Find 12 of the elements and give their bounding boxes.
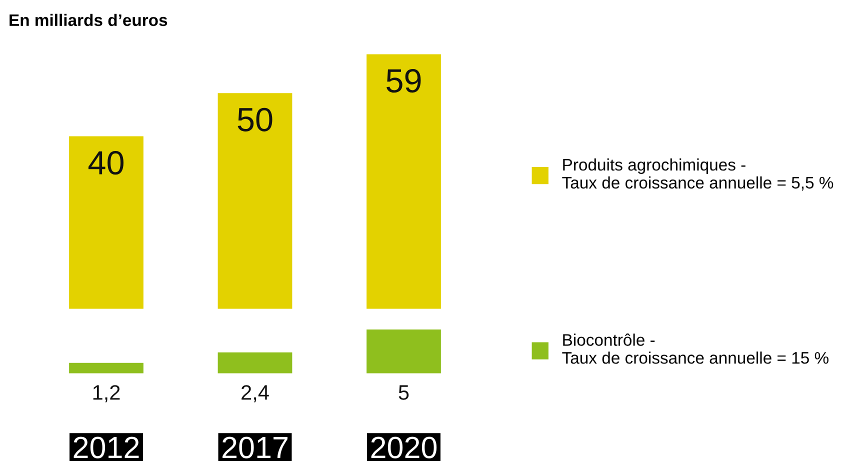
data-label: 5 xyxy=(398,385,409,400)
data-label: 59 xyxy=(386,68,421,93)
x-tick-label: 2017 xyxy=(222,436,288,458)
legend-label: Produits agrochimiques - Taux de croissance annuelle = 5,5 % xyxy=(562,158,834,191)
data-label: 1,2 xyxy=(93,385,120,402)
data-label: 2,4 xyxy=(242,385,269,402)
x-tick-label: 2012 xyxy=(74,436,139,458)
data-label: 50 xyxy=(238,108,272,132)
x-tick-label: 2020 xyxy=(371,436,437,458)
data-label: 40 xyxy=(88,150,124,175)
legend-label: Biocontrôle - Taux de croissance annuelle = 15 % xyxy=(562,334,828,364)
chart-title: En milliards d’euros xyxy=(10,14,168,26)
